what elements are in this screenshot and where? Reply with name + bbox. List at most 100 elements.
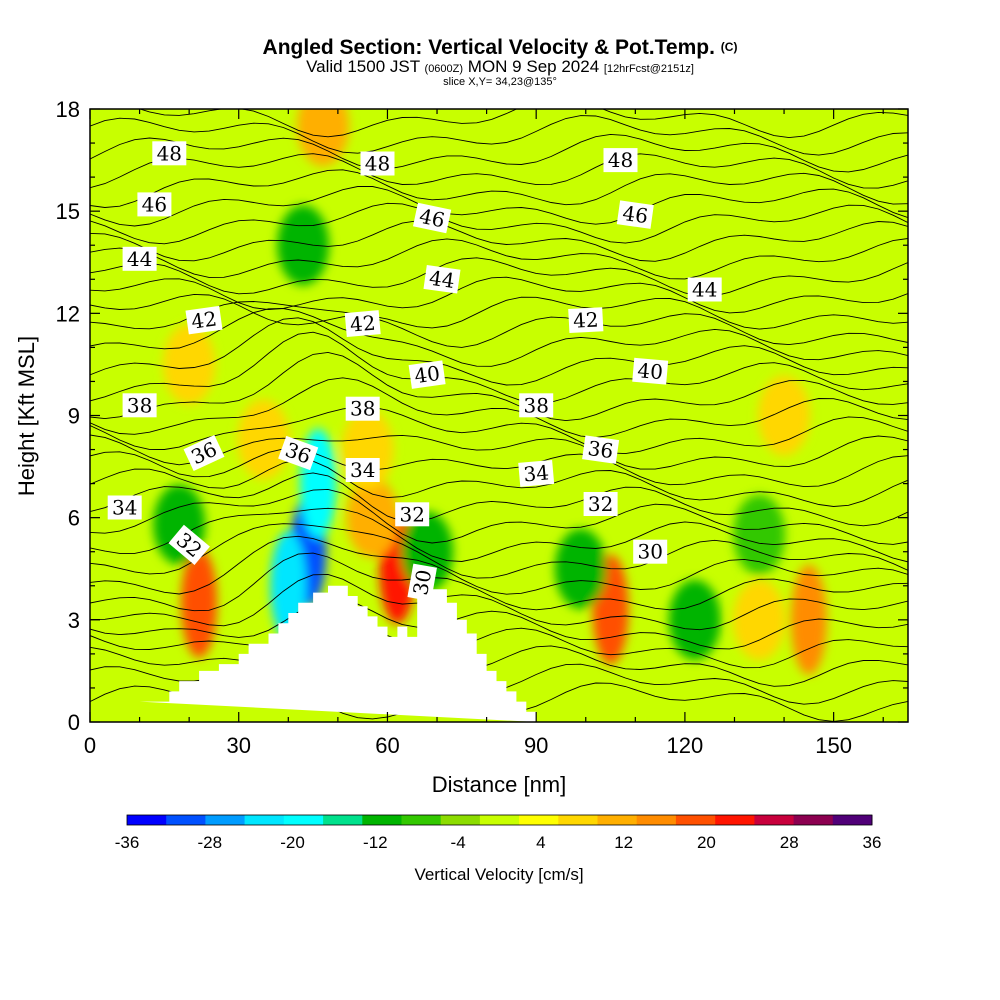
theta-label: 36 — [582, 435, 620, 464]
theta-label-text: 44 — [428, 266, 457, 293]
terrain — [139, 585, 537, 722]
subtitle-date: MON 9 Sep 2024 — [467, 57, 600, 76]
theta-contour-line — [90, 472, 908, 527]
theta-label: 48 — [360, 151, 395, 176]
theta-label: 42 — [185, 305, 223, 335]
theta-label-text: 42 — [190, 306, 219, 333]
colorbar-swatch — [597, 815, 638, 825]
theta-contour-line — [90, 377, 908, 438]
theta-label-box — [360, 151, 395, 176]
theta-label-text: 30 — [637, 540, 662, 564]
theta-label-box — [519, 393, 554, 418]
y-axis-label: Height [Kft MSL] — [14, 336, 39, 496]
colorbar-swatch — [793, 815, 834, 825]
x-tick-label: 120 — [667, 733, 704, 758]
theta-contour-line — [90, 535, 908, 595]
theta-label-text: 40 — [413, 361, 442, 388]
theta-label: 32 — [395, 502, 430, 527]
theta-label-text: 32 — [399, 502, 424, 526]
theta-label-box — [633, 539, 668, 564]
theta-label: 38 — [122, 393, 157, 418]
velocity-cell-13 — [277, 205, 330, 286]
colorbar-swatch — [362, 815, 402, 825]
theta-label-text: 38 — [350, 397, 375, 421]
theta-label-box — [616, 200, 654, 229]
colorbar-swatch — [636, 815, 677, 825]
x-tick-label: 90 — [524, 733, 548, 758]
theta-label-box — [137, 192, 172, 217]
theta-label-box — [583, 492, 618, 516]
theta-contour-line — [90, 523, 908, 579]
x-tick-label: 150 — [815, 733, 852, 758]
theta-contour-line — [90, 459, 908, 507]
colorbar-tick-label: 28 — [780, 833, 799, 852]
theta-label-box — [518, 459, 555, 487]
colorbar-swatch — [127, 815, 167, 825]
colorbar-tick-label: -28 — [197, 833, 222, 852]
theta-label: 30 — [633, 539, 668, 564]
theta-label-box — [603, 148, 638, 173]
theta-label-box — [395, 502, 430, 527]
colorbar-tick-label: -4 — [451, 833, 466, 852]
colorbar-swatch — [754, 815, 795, 825]
theta-label: 38 — [519, 393, 554, 418]
theta-contour-line — [90, 626, 908, 669]
theta-contour-line — [90, 552, 908, 612]
theta-contour-line — [90, 293, 908, 330]
colorbar-swatch — [519, 815, 559, 825]
colorbar-swatch — [675, 815, 716, 825]
colorbar-swatch — [558, 815, 598, 825]
colorbar-swatch — [205, 815, 246, 825]
theta-contour-line — [90, 317, 908, 386]
theta-label: 34 — [345, 458, 380, 482]
theta-label-box — [582, 435, 620, 464]
theta-label-box — [183, 434, 225, 472]
theta-contour-line — [90, 257, 908, 297]
theta-contour-line — [90, 308, 908, 367]
theta-label-box — [408, 360, 446, 389]
slice-label: slice X,Y= 34,23@135° — [443, 76, 557, 88]
velocity-cell-12 — [733, 579, 786, 660]
theta-label-box — [122, 393, 157, 418]
theta-label: 44 — [122, 246, 157, 271]
theta-label-text: 32 — [588, 492, 613, 516]
colorbar-tick-label: 4 — [536, 833, 545, 852]
chart-title-suffix: (C) — [720, 40, 738, 54]
colorbar-swatch — [832, 815, 873, 825]
theta-contour-line — [90, 153, 908, 189]
theta-label: 36 — [278, 435, 319, 471]
theta-label: 48 — [152, 141, 187, 166]
chart-title-text: Angled Section: Vertical Velocity & Pot.… — [262, 36, 715, 59]
theta-label: 40 — [408, 360, 446, 389]
colorbar-tick-label: -12 — [363, 833, 388, 852]
theta-label-box — [278, 435, 319, 471]
velocity-cell-0 — [181, 547, 218, 658]
theta-label-box — [168, 524, 210, 566]
y-tick-label: 12 — [56, 301, 80, 326]
theta-label-text: 44 — [692, 278, 717, 302]
theta-contour-line — [90, 220, 908, 262]
theta-label-text: 46 — [621, 201, 650, 228]
y-tick-label: 3 — [68, 608, 80, 633]
y-tick-label: 9 — [68, 404, 80, 429]
theta-contour-line — [90, 406, 908, 455]
theta-contour-line — [90, 488, 908, 545]
theta-label-box — [632, 357, 669, 385]
theta-label: 44 — [423, 265, 461, 294]
theta-contour-line — [138, 109, 908, 139]
theta-label-text: 34 — [350, 458, 375, 482]
x-axis-label: Distance [nm] — [432, 772, 567, 797]
theta-contour-line — [90, 115, 908, 156]
colorbar-frame — [126, 814, 873, 826]
theta-label-text: 38 — [127, 393, 152, 417]
theta-contour-line — [90, 645, 908, 687]
colorbar-tick-label: 20 — [697, 833, 716, 852]
theta-contour-line — [90, 331, 908, 404]
theta-label-box — [345, 458, 380, 482]
theta-label-text: 34 — [112, 496, 137, 520]
theta-contour-line — [90, 351, 908, 422]
x-tick-label: 30 — [226, 733, 250, 758]
